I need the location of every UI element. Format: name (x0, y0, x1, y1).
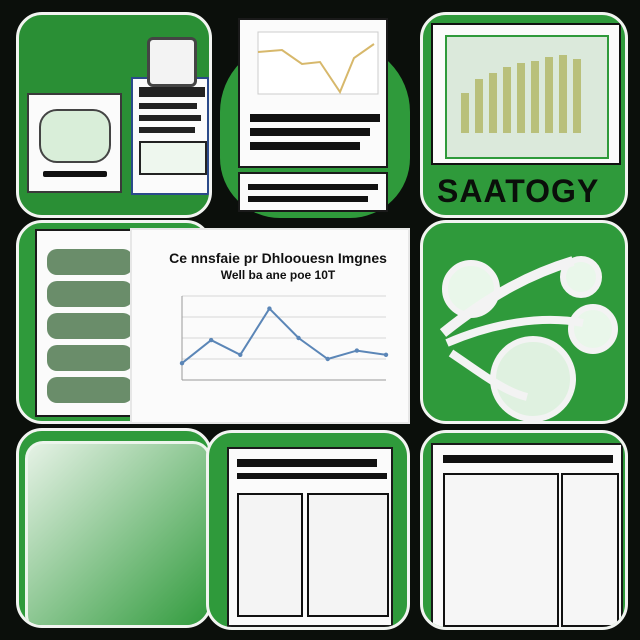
botanical-spheres (439, 256, 618, 421)
specimen-4 (47, 345, 133, 371)
text-line (237, 473, 387, 479)
paper-card-right (131, 77, 209, 195)
jar-illustration (147, 37, 197, 87)
tile-top-right: SAATOGY (420, 12, 628, 218)
document-with-chart (238, 18, 388, 168)
data-point (325, 356, 330, 362)
bar-chart (461, 55, 581, 133)
text-line (43, 171, 107, 177)
anatomy-illustration (39, 109, 111, 163)
paper-card-left (27, 93, 122, 193)
text-line (443, 455, 613, 463)
text-line (139, 87, 205, 97)
bottom-document (227, 447, 393, 627)
right-figure (307, 493, 389, 617)
text-line (248, 184, 378, 190)
data-point (354, 348, 360, 353)
center-chart-card: Ce nnsfaie pr Dhloouesn Imgnes Well ba a… (130, 228, 410, 424)
tile-bottom-left (16, 428, 212, 628)
paper-strip (238, 172, 388, 212)
text-line (250, 114, 380, 122)
specimen-strip (35, 229, 141, 417)
text-line (139, 103, 197, 109)
tile-top-left-header (37, 21, 147, 43)
left-figure (237, 493, 303, 617)
mini-line-chart (257, 31, 379, 95)
side-notes (561, 473, 619, 627)
bar-chart-panel (445, 35, 609, 159)
text-line (248, 196, 368, 202)
data-point (267, 306, 272, 311)
text-line (139, 127, 195, 133)
text-line (250, 128, 370, 136)
data-point (179, 361, 185, 366)
data-point (296, 335, 301, 341)
specimen-3 (47, 313, 133, 339)
tile-bottom-right (420, 430, 628, 630)
data-point (238, 352, 243, 357)
text-line (237, 459, 377, 467)
center-title: Ce nnsfaie pr Dhloouesn Imgnes (169, 250, 387, 266)
big-label: SAATOGY (437, 173, 600, 209)
series-line (181, 307, 387, 364)
bottom-right-page (431, 443, 623, 627)
small-chart-panel (139, 141, 207, 175)
specimen-2 (47, 281, 133, 307)
line-chart (179, 295, 389, 381)
tile-top-left (16, 12, 212, 218)
text-line (250, 142, 360, 150)
data-point (208, 337, 214, 343)
tile-bottom-middle (206, 430, 410, 630)
report-panel (431, 23, 621, 165)
center-subtitle: Well ba ane poe 10T (220, 268, 336, 282)
tile-middle-right (420, 220, 628, 424)
tile-top-middle (220, 12, 416, 218)
organ-illustration (25, 441, 209, 625)
specimen-1 (47, 249, 133, 275)
specimen-5 (47, 377, 133, 403)
skeleton-figure (443, 473, 559, 627)
text-line (139, 115, 201, 121)
data-point (383, 352, 389, 357)
